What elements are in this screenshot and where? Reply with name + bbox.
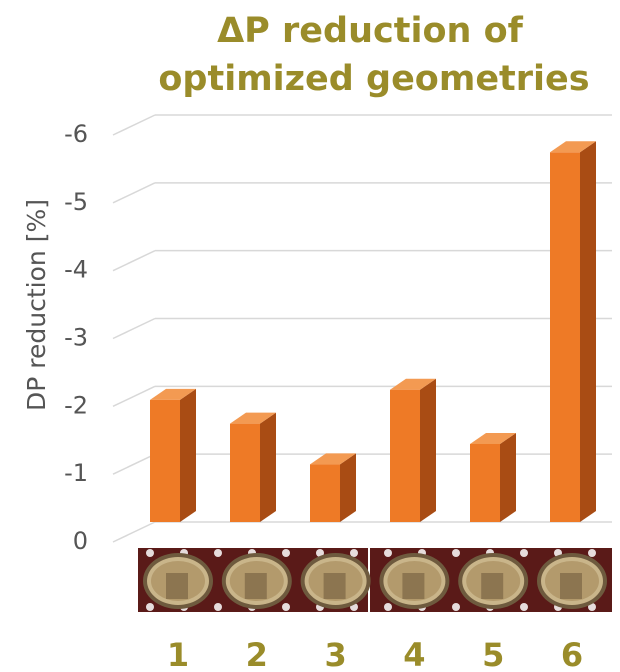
bar-side: [340, 453, 356, 522]
gridline-slant: [112, 114, 156, 136]
strip-dot: [282, 603, 290, 611]
bar-side: [180, 388, 196, 522]
y-tick-label: -2: [64, 391, 88, 419]
x-tick-labels: 1 2 3 4 5 6: [167, 636, 583, 672]
bar: [230, 412, 276, 522]
y-tick-label: -4: [64, 256, 88, 284]
bar-front: [310, 464, 340, 522]
bar-front: [390, 389, 420, 522]
y-tick-label: -1: [64, 459, 88, 487]
bar-top: [550, 141, 596, 153]
bar-top: [470, 432, 516, 444]
thumbnail-post: [481, 573, 504, 599]
strip-dot: [520, 549, 528, 557]
bar-side: [580, 141, 596, 522]
bar-top: [230, 412, 276, 424]
strip-dot: [146, 603, 154, 611]
y-tick-label: -6: [64, 120, 88, 148]
bar-front: [550, 152, 580, 522]
bar-side: [500, 432, 516, 522]
gridline-slant: [112, 249, 156, 272]
geometry-thumbnail: [221, 553, 292, 609]
bar-side: [420, 378, 436, 522]
bar-front: [150, 399, 180, 522]
bar-front: [230, 423, 260, 522]
chart-title-line-2: optimized geometries: [158, 59, 589, 99]
gridline-slant: [112, 521, 156, 543]
x-tick-label: 5: [482, 636, 504, 672]
x-tick-label: 2: [246, 636, 268, 672]
x-tick-label: 4: [403, 636, 425, 672]
y-tick-label: -5: [64, 188, 88, 216]
chart-title-line-1: ΔP reduction of: [217, 11, 524, 51]
gridline-slant: [112, 385, 156, 408]
geometry-thumbnail-strip: [138, 548, 612, 612]
bar: [150, 388, 196, 522]
y-axis-label: DP reduction [%]: [22, 199, 51, 411]
strip-dot: [214, 549, 222, 557]
strip-dot: [316, 549, 324, 557]
x-tick-label: 3: [324, 636, 346, 672]
strip-dot: [384, 549, 392, 557]
geometry-thumbnail: [143, 553, 213, 609]
strip-dot: [350, 549, 358, 557]
bars: [150, 141, 596, 522]
thumbnail-post: [166, 573, 188, 599]
thumbnail-post: [323, 573, 346, 599]
strip-dot: [452, 603, 460, 611]
bar-top: [150, 388, 196, 400]
strip-dot: [520, 603, 528, 611]
y-tick-label: 0: [73, 527, 88, 555]
thumbnail-post: [402, 573, 425, 599]
y-tick-labels: -6 -5 -4 -3 -2 -1 0: [64, 120, 88, 555]
y-tick-label: -3: [64, 324, 88, 352]
strip-dot: [452, 549, 460, 557]
bar: [390, 378, 436, 522]
geometry-thumbnail: [537, 553, 607, 609]
strip-dot: [146, 549, 154, 557]
thumbnail-post: [244, 573, 267, 599]
bar-top: [390, 378, 436, 390]
geometry-thumbnail: [300, 553, 371, 609]
bar-side: [260, 412, 276, 522]
strip-dot: [588, 549, 596, 557]
geometry-thumbnail: [379, 553, 450, 609]
x-tick-label: 6: [561, 636, 583, 672]
bar: [310, 453, 356, 522]
strip-dot: [214, 603, 222, 611]
gridline-slant: [112, 453, 156, 475]
strip-dot: [282, 549, 290, 557]
bar-top: [310, 453, 356, 465]
gridline-slant: [112, 317, 156, 340]
geometry-thumbnail: [458, 553, 529, 609]
strip-background: [138, 548, 612, 612]
bar: [470, 432, 516, 522]
bar-front: [470, 443, 500, 522]
strip-dot: [384, 603, 392, 611]
bar: [550, 141, 596, 522]
gridline-slant: [112, 182, 156, 204]
x-tick-label: 1: [167, 636, 189, 672]
thumbnail-post: [560, 573, 582, 599]
